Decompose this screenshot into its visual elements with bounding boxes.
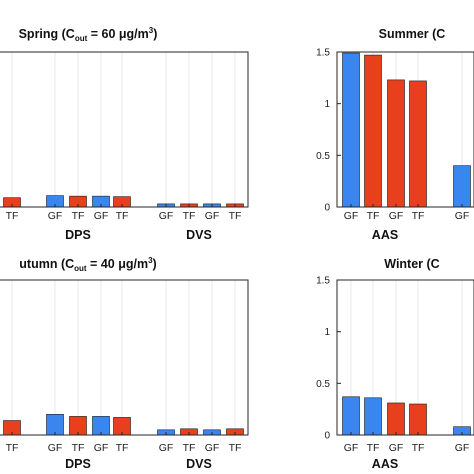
- x-tick-label: GF: [205, 210, 220, 222]
- bar-gf: [46, 414, 64, 436]
- x-tick-label: TF: [229, 210, 242, 222]
- y-tick-label: 0: [324, 431, 330, 442]
- x-tick-label: TF: [367, 210, 380, 222]
- x-tick-label: TF: [367, 442, 380, 454]
- chart-panel-top-right: 0 0.5 1 1.5 GF TF GF TF GF AAS Summer (C: [316, 27, 474, 242]
- x-tick-label: TF: [72, 210, 85, 222]
- group-label: DVS: [186, 228, 212, 242]
- group-label: DVS: [186, 457, 212, 471]
- y-tick-label: 1: [324, 327, 330, 338]
- chart-panel-bottom-right: 0 0.5 1 1.5 GF TF GF TF GF AAS Winter (C: [316, 257, 474, 471]
- x-tick-label: GF: [344, 210, 359, 222]
- x-tick-label: TF: [116, 210, 129, 222]
- x-tick-label: GF: [455, 210, 470, 222]
- panel-title: utumn (Cout = 40 μg/m3): [19, 256, 156, 273]
- x-tick-label: TF: [183, 210, 196, 222]
- y-tick-label: 1: [324, 99, 330, 110]
- bar-gf: [342, 52, 360, 208]
- x-tick-label: GF: [389, 442, 404, 454]
- group-label: AAS: [372, 228, 398, 242]
- y-tick-label: 0: [324, 203, 330, 214]
- y-tick-label: 0.5: [316, 151, 330, 162]
- axes-box: [0, 51, 249, 208]
- x-tick-label: TF: [6, 442, 19, 454]
- y-tick-label: 1.5: [316, 48, 330, 59]
- axes-box: [336, 51, 474, 208]
- panel-title: Spring (Cout = 60 μg/m3): [19, 26, 158, 43]
- axes-box: [0, 279, 249, 436]
- bar-gf: [364, 397, 382, 436]
- x-tick-label: GF: [205, 442, 220, 454]
- bar-tf: [409, 403, 427, 436]
- bar-gf: [342, 396, 360, 436]
- bar-tf: [387, 402, 405, 436]
- x-tick-label: TF: [116, 442, 129, 454]
- x-tick-label: GF: [159, 210, 174, 222]
- x-tick-label: GF: [94, 210, 109, 222]
- y-tick-label: 0.5: [316, 379, 330, 390]
- bar-tf: [409, 80, 427, 208]
- panel-title: Summer (C: [379, 27, 446, 41]
- x-tick-label: GF: [48, 210, 63, 222]
- x-tick-label: TF: [229, 442, 242, 454]
- x-tick-label: GF: [389, 210, 404, 222]
- x-tick-label: TF: [183, 442, 196, 454]
- group-label: DPS: [65, 228, 91, 242]
- x-tick-label: GF: [344, 442, 359, 454]
- bar-tf: [387, 79, 405, 208]
- x-tick-label: TF: [412, 210, 425, 222]
- chart-panel-bottom-left: TF GF TF GF TF GF TF GF TF DPS DVS utumn (Cout = 40…: [0, 256, 249, 471]
- y-tick-label: 1.5: [316, 276, 330, 287]
- x-tick-label: TF: [412, 442, 425, 454]
- bar-tf: [364, 54, 382, 208]
- chart-panel-top-left: TF GF TF GF TF GF TF GF TF DPS DVS Spring (Cout = 6…: [0, 26, 249, 242]
- panel-title: Winter (C: [384, 257, 439, 271]
- x-tick-label: TF: [72, 442, 85, 454]
- x-tick-label: GF: [455, 442, 470, 454]
- axes-box: [336, 279, 474, 436]
- group-label: DPS: [65, 457, 91, 471]
- x-tick-label: GF: [94, 442, 109, 454]
- x-tick-label: GF: [159, 442, 174, 454]
- bar-gf: [453, 165, 471, 208]
- x-tick-label: GF: [48, 442, 63, 454]
- x-tick-label: TF: [6, 210, 19, 222]
- group-label: AAS: [372, 457, 398, 471]
